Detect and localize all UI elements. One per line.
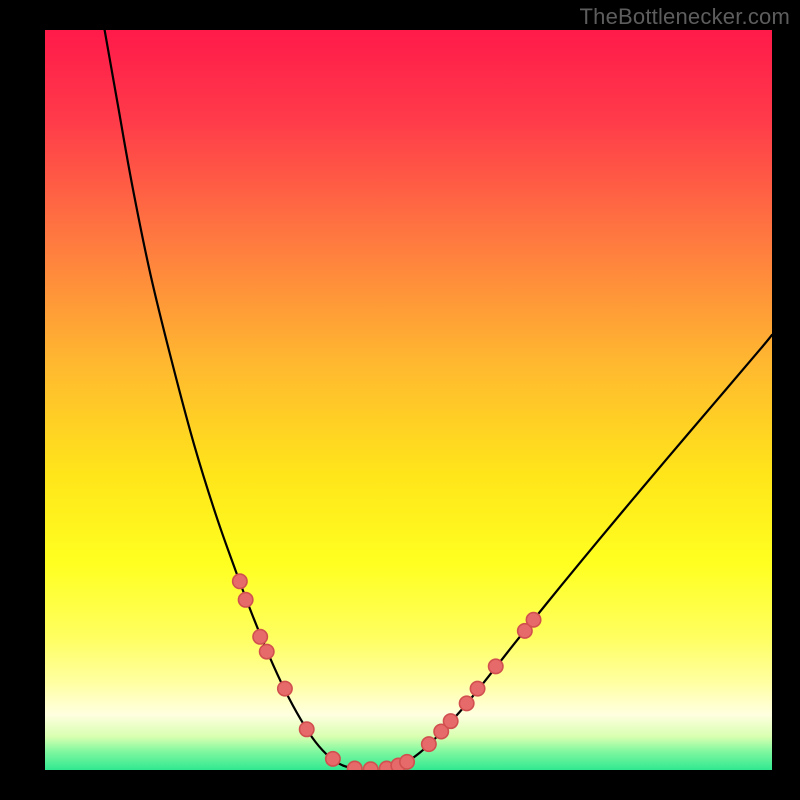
data-marker	[443, 714, 457, 728]
data-marker	[400, 755, 414, 769]
data-marker	[459, 696, 473, 710]
data-marker	[238, 593, 252, 607]
data-marker	[260, 644, 274, 658]
data-marker	[253, 630, 267, 644]
data-marker	[489, 659, 503, 673]
data-marker	[526, 613, 540, 627]
watermark-text: TheBottlenecker.com	[580, 4, 790, 30]
data-marker	[326, 752, 340, 766]
data-marker	[233, 574, 247, 588]
gradient-background	[45, 30, 772, 770]
data-marker	[363, 762, 377, 770]
plot-area	[45, 30, 772, 770]
data-marker	[300, 722, 314, 736]
data-marker	[422, 737, 436, 751]
stage: TheBottlenecker.com	[0, 0, 800, 800]
data-marker	[278, 681, 292, 695]
data-marker	[470, 681, 484, 695]
chart-svg	[45, 30, 772, 770]
data-marker	[348, 761, 362, 770]
